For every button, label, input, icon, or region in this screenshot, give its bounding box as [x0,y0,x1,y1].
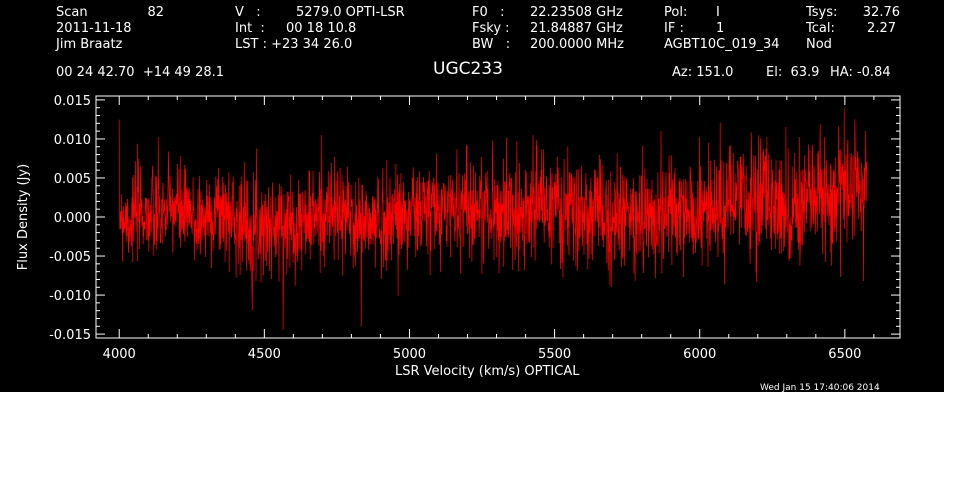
fsky-value: 21.84887 GHz [530,21,623,36]
velocity-label: V : [235,5,261,20]
spectrum-plot-panel: Scan 82 2011-11-18 Jim Braatz V : 5279.0… [0,0,944,393]
tsys-label: Tsys: [806,5,838,20]
x-tick-label: 4000 [103,347,136,362]
f0-value: 22.23508 GHz [530,5,623,20]
y-tick-label: -0.005 [49,250,91,265]
x-tick-label: 6500 [828,347,861,362]
x-tick-label: 5000 [393,347,426,362]
lst-value: LST : +23 34 26.0 [235,37,353,52]
pol-value: I [716,5,720,20]
obs-date: 2011-11-18 [56,21,132,36]
x-tick-label: 5500 [538,347,571,362]
int-value: 00 18 10.8 [286,21,357,36]
tcal-value: 2.27 [867,21,896,36]
y-axis-label: Flux Density (Jy) [16,164,31,270]
tcal-label: Tcal: [806,21,835,36]
project-id: AGBT10C_019_34 [664,37,780,52]
bw-label: BW : [472,37,511,52]
source-coordinates: 00 24 42.70 +14 49 28.1 [56,65,225,80]
y-tick-label: 0.000 [54,211,91,226]
source-name: UGC233 [433,59,503,79]
bw-value: 200.0000 MHz [530,37,624,52]
if-value: 1 [716,21,725,36]
elevation: El: 63.9 [766,65,820,80]
velocity-value: 5279.0 OPTI-LSR [296,5,405,20]
y-tick-label: -0.015 [49,328,91,343]
y-tick-label: -0.010 [49,289,91,304]
hour-angle: HA: -0.84 [830,65,891,80]
x-axis-label: LSR Velocity (km/s) OPTICAL [395,364,580,379]
y-tick-label: 0.005 [54,172,91,187]
scan-value: 82 [147,5,164,20]
observer-name: Jim Braatz [56,37,123,52]
obs-mode: Nod [806,37,832,52]
f0-label: F0 : [472,5,505,20]
y-tick-label: 0.015 [54,94,91,109]
tsys-value: 32.76 [862,5,900,20]
azimuth: Az: 151.0 [672,65,734,80]
y-tick-label: 0.010 [54,133,91,148]
plot-timestamp: Wed Jan 15 17:40:06 2014 [760,383,880,393]
spectrum-chart: 4000 4500 5000 5500 6000 6500 -0.015 -0.010 -0.0… [16,94,901,362]
x-tick-label: 4500 [248,347,281,362]
pol-label: Pol: [664,5,688,20]
x-tick-label: 6000 [683,347,716,362]
if-label: IF : [664,21,684,36]
series-flux-trace [118,108,867,330]
scan-label: Scan [56,5,88,20]
fsky-label: Fsky : [472,21,510,36]
int-label: Int : [235,21,265,36]
